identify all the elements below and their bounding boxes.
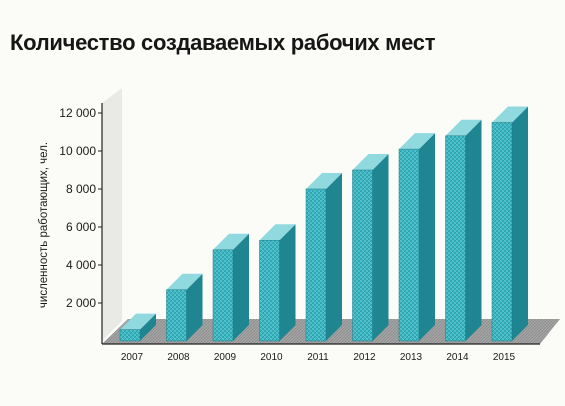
bar-2010 [259,224,296,342]
x-tick-label: 2012 [353,352,376,363]
bar-top-face [166,273,203,290]
bar-2008 [166,273,203,342]
chart-title: Количество создаваемых рабочих мест [10,30,436,55]
x-tick-label: 2014 [446,352,469,363]
y-tick-label: 6 000 [66,220,96,234]
x-tick-label: 2011 [307,352,329,363]
x-tick-label: 2013 [400,352,423,363]
bar-front-face [119,329,141,342]
y-tick-label: 10 000 [59,144,96,158]
bar-side-face [512,106,528,341]
y-tick-label: 2 000 [66,296,96,310]
x-tick-label: 2008 [167,352,190,363]
bar-front-face [445,135,466,342]
bar-side-face [279,224,296,341]
bar-top-face [213,233,249,250]
bar-2014 [445,119,482,342]
bar-front-face [166,289,187,342]
bar-top-face [352,154,389,170]
bar-2012 [352,154,389,342]
bar-top-face [120,313,156,330]
bar-side-face [326,173,342,341]
bar-side-face [372,154,389,341]
x-tick-label: 2007 [121,352,144,363]
bar-top-face [445,119,482,136]
bar-top-face [399,133,435,150]
x-tick-label: 2015 [493,352,516,363]
chart-side-wall [102,88,122,341]
y-tick-label: 4 000 [66,258,96,272]
bar-side-face [140,313,156,341]
bar-front-face [305,188,327,342]
bar-2007 [119,313,156,342]
y-tick-label: 12 000 [59,106,96,120]
bar-side-face [186,273,203,341]
y-tick-label: 8 000 [66,182,96,196]
bar-side-face [233,233,249,341]
bar-front-face [212,249,234,342]
bar-side-face [465,119,482,341]
bar-2013 [398,133,435,342]
y-axis-label: численность работающих, чел. [38,142,50,308]
bar-2011 [305,173,342,342]
bar-top-face [306,173,342,189]
bar-front-face [491,122,513,342]
bar-side-face [419,133,435,341]
bar-front-face [259,240,280,342]
x-tick-label: 2009 [214,352,237,363]
bar-top-face [259,224,296,241]
bar-top-face [492,106,528,123]
bar-2015 [491,106,528,342]
bar-front-face [352,169,373,342]
bar-front-face [398,148,420,342]
bar-2009 [212,233,249,342]
x-tick-label: 2010 [260,352,283,363]
